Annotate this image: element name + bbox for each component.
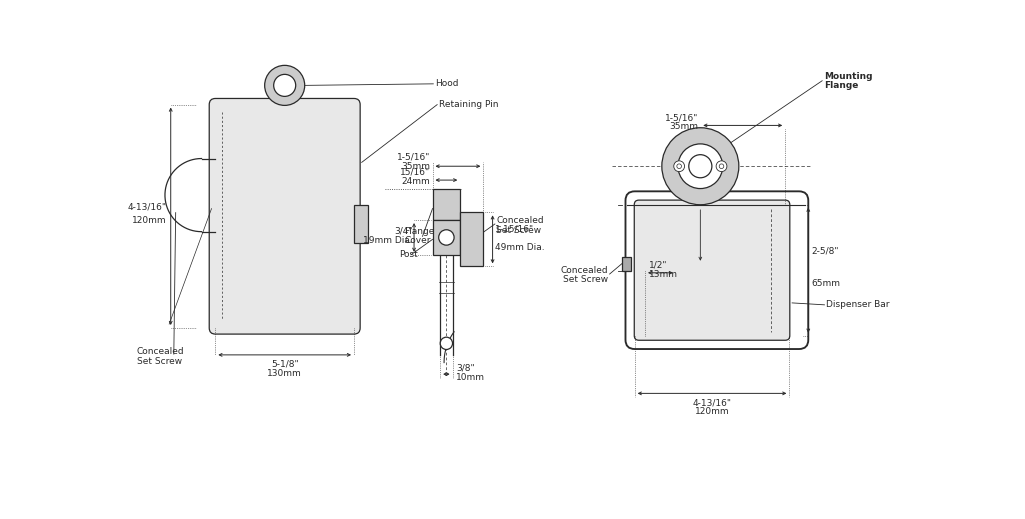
Text: Set Screw: Set Screw — [496, 226, 541, 235]
Bar — [622, 257, 631, 270]
Circle shape — [716, 161, 727, 172]
Bar — [354, 204, 368, 243]
Text: 5-1/8": 5-1/8" — [271, 360, 298, 368]
Text: 24mm: 24mm — [402, 177, 430, 186]
Text: Retaining Pin: Retaining Pin — [439, 100, 498, 109]
Text: 120mm: 120mm — [695, 407, 730, 416]
Text: 4-13/16": 4-13/16" — [128, 202, 167, 212]
Text: 15/16": 15/16" — [400, 168, 430, 177]
FancyBboxPatch shape — [209, 99, 360, 334]
Circle shape — [676, 164, 682, 169]
Text: 1-15/16": 1-15/16" — [495, 224, 534, 233]
Text: 3/4": 3/4" — [394, 226, 412, 235]
Text: 49mm Dia.: 49mm Dia. — [495, 243, 544, 252]
Circle shape — [689, 155, 712, 178]
Text: Hood: Hood — [435, 79, 458, 88]
Text: 120mm: 120mm — [132, 215, 167, 225]
Text: 35mm: 35mm — [401, 162, 430, 171]
Circle shape — [439, 230, 454, 245]
Bar — [460, 212, 484, 266]
Text: Concealed: Concealed — [137, 347, 184, 356]
Text: 4-13/16": 4-13/16" — [693, 398, 732, 407]
Text: Set Screw: Set Screw — [137, 357, 182, 365]
Circle shape — [678, 144, 723, 188]
FancyBboxPatch shape — [634, 200, 790, 340]
Bar — [433, 220, 460, 255]
Text: Flange: Flange — [824, 81, 858, 90]
Text: Mounting: Mounting — [824, 72, 872, 80]
Text: 10mm: 10mm — [456, 373, 486, 381]
Text: 13mm: 13mm — [649, 270, 678, 279]
Circle shape — [264, 65, 304, 105]
Text: 2-5/8": 2-5/8" — [812, 246, 838, 255]
Text: Dispenser Bar: Dispenser Bar — [826, 301, 890, 309]
Text: Concealed: Concealed — [561, 266, 608, 275]
Circle shape — [720, 164, 724, 169]
Text: Concealed: Concealed — [496, 215, 544, 225]
Circle shape — [662, 128, 739, 204]
Text: Set Screw: Set Screw — [563, 275, 608, 284]
Text: Cover: Cover — [404, 237, 430, 245]
Text: 19mm Dia.: 19mm Dia. — [363, 237, 412, 245]
Circle shape — [274, 74, 295, 97]
Text: 1-5/16": 1-5/16" — [664, 113, 698, 122]
Bar — [433, 189, 460, 220]
Text: Flange: Flange — [404, 227, 435, 236]
Circle shape — [440, 337, 453, 349]
Text: Post: Post — [399, 250, 417, 260]
Text: 130mm: 130mm — [268, 369, 302, 378]
Text: 3/8": 3/8" — [456, 363, 475, 373]
Circle shape — [673, 161, 685, 172]
Text: 65mm: 65mm — [812, 279, 840, 288]
Text: 35mm: 35mm — [669, 122, 698, 131]
Text: 1/2": 1/2" — [649, 261, 667, 269]
Text: 1-5/16": 1-5/16" — [397, 153, 430, 161]
